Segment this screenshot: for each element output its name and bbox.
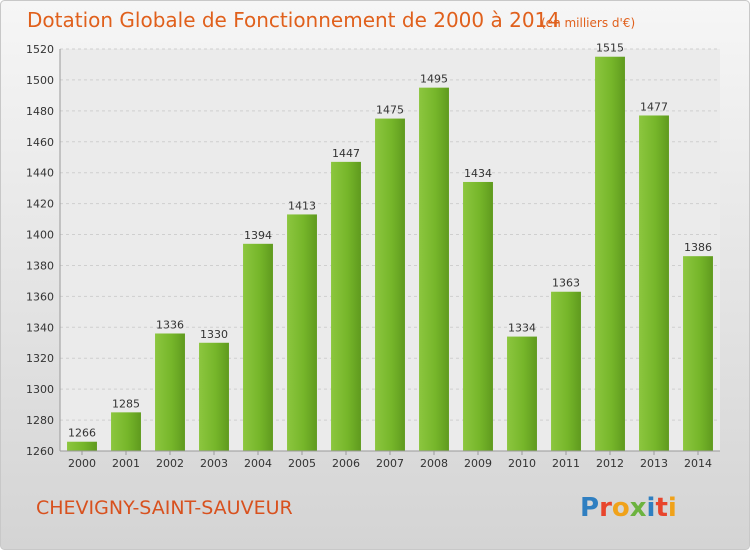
bar-2006 <box>331 161 361 451</box>
y-tick-label: 1500 <box>26 74 54 87</box>
place-name: CHEVIGNY-SAINT-SAUVEUR <box>36 497 293 519</box>
y-tick-label: 1460 <box>26 136 54 149</box>
y-tick-label: 1340 <box>26 321 54 334</box>
y-tick-label: 1320 <box>26 352 54 365</box>
bar-2008 <box>419 87 449 452</box>
data-label-2006: 1447 <box>332 147 360 160</box>
bar-2009 <box>463 181 493 451</box>
data-label-2009: 1434 <box>464 167 492 180</box>
bar-2004 <box>243 243 273 451</box>
labels-layer: 1266 1285 1336 1330 1394 1413 1447 1475 1495 1434… <box>68 42 712 440</box>
axis-layer: 1260 1280 1300 1320 1340 1360 1380 1400 1420 1440… <box>26 43 720 470</box>
y-tick-label: 1260 <box>26 445 54 458</box>
y-tick-label: 1440 <box>26 167 54 180</box>
data-label-2007: 1475 <box>376 104 404 117</box>
data-label-2002: 1336 <box>156 318 184 331</box>
logo-letter: t <box>655 493 667 523</box>
x-tick-label: 2007 <box>376 457 404 470</box>
bar-2001 <box>111 412 141 451</box>
y-tick-label: 1400 <box>26 229 54 242</box>
proxiti-logo: Proxiti <box>580 493 677 523</box>
bar-2011 <box>551 291 581 451</box>
x-tick-label: 2000 <box>68 457 96 470</box>
data-label-2012: 1515 <box>596 42 624 55</box>
x-tick-label: 2011 <box>552 457 580 470</box>
chart-subtitle: (en milliers d'€) <box>541 16 635 30</box>
bar-2005 <box>287 214 317 451</box>
x-tick-label: 2006 <box>332 457 360 470</box>
data-label-2003: 1330 <box>200 328 228 341</box>
data-label-2014: 1386 <box>684 241 712 254</box>
x-tick-label: 2013 <box>640 457 668 470</box>
y-tick-label: 1280 <box>26 414 54 427</box>
y-tick-label: 1380 <box>26 259 54 272</box>
bar-2013 <box>639 115 669 451</box>
logo-letter: i <box>668 493 677 523</box>
y-tick-label: 1300 <box>26 383 54 396</box>
x-tick-label: 2010 <box>508 457 536 470</box>
bar-2003 <box>199 342 229 451</box>
bar-2007 <box>375 118 405 452</box>
logo-letter: r <box>599 493 612 523</box>
y-tick-label: 1480 <box>26 105 54 118</box>
bar-2012 <box>595 56 625 451</box>
x-tick-label: 2001 <box>112 457 140 470</box>
data-label-2000: 1266 <box>68 427 96 440</box>
x-tick-label: 2012 <box>596 457 624 470</box>
logo-letter: o <box>612 493 630 523</box>
logo-letter: i <box>647 493 656 523</box>
x-tick-label: 2002 <box>156 457 184 470</box>
data-label-2004: 1394 <box>244 229 272 242</box>
data-label-2005: 1413 <box>288 199 316 212</box>
data-label-2008: 1495 <box>420 73 448 86</box>
data-label-2001: 1285 <box>112 397 140 410</box>
y-tick-label: 1420 <box>26 198 54 211</box>
x-tick-label: 2004 <box>244 457 272 470</box>
y-tick-label: 1360 <box>26 290 54 303</box>
bar-2010 <box>507 336 537 451</box>
chart-title: Dotation Globale de Fonctionnement de 20… <box>27 8 560 32</box>
data-label-2011: 1363 <box>552 277 580 290</box>
x-tick-label: 2014 <box>684 457 712 470</box>
logo-letter: P <box>580 493 599 523</box>
svg-text:Proxiti: Proxiti <box>580 493 677 523</box>
x-tick-label: 2005 <box>288 457 316 470</box>
bar-2014 <box>683 256 713 451</box>
bars-layer <box>67 56 713 452</box>
y-tick-label: 1520 <box>26 43 54 56</box>
x-tick-label: 2003 <box>200 457 228 470</box>
x-tick-label: 2008 <box>420 457 448 470</box>
bar-2002 <box>155 333 185 451</box>
data-label-2010: 1334 <box>508 322 536 335</box>
logo-letter: x <box>630 493 647 523</box>
bar-2000 <box>67 441 97 451</box>
x-tick-label: 2009 <box>464 457 492 470</box>
data-label-2013: 1477 <box>640 100 668 113</box>
